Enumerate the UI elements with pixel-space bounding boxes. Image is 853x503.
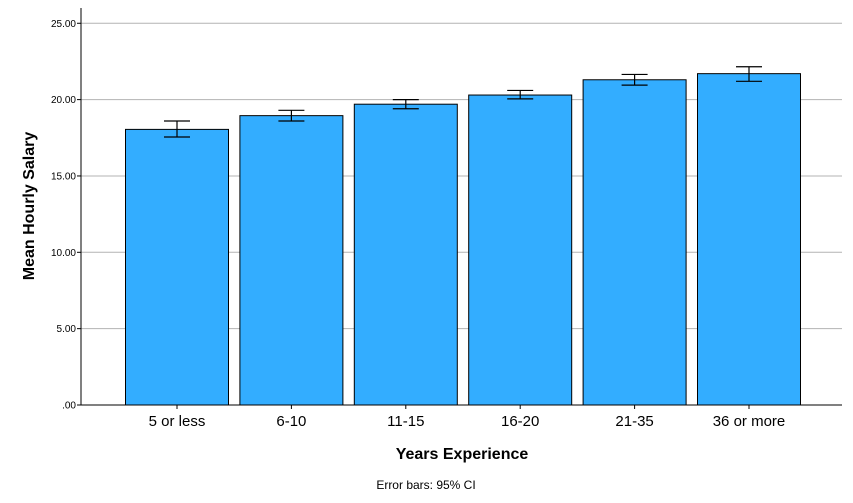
y-tick-label: 20.00 [51, 95, 76, 106]
x-tick-label: 21-35 [615, 413, 653, 430]
bar [239, 115, 344, 406]
axes [77, 8, 842, 409]
x-tick-labels: 5 or less 6-10 11-15 16-20 21-35 36 or more [149, 413, 786, 430]
x-tick-label: 6-10 [276, 413, 306, 430]
x-tick-label: 5 or less [149, 413, 206, 430]
y-axis-title: Mean Hourly Salary [21, 132, 38, 281]
x-tick-label: 36 or more [713, 413, 786, 430]
bar [582, 79, 687, 406]
bar [697, 73, 801, 406]
y-tick-label: 15.00 [51, 171, 76, 182]
bar [468, 94, 573, 406]
error-bars [164, 66, 762, 138]
chart-footnote: Error bars: 95% CI [376, 478, 475, 492]
bar [125, 128, 229, 406]
y-tick-label: 5.00 [57, 324, 77, 335]
bar [353, 103, 458, 406]
x-tick-label: 11-15 [387, 413, 424, 430]
x-axis-title: Years Experience [396, 446, 529, 463]
y-tick-label: 25.00 [51, 19, 76, 30]
y-tick-label: .00 [62, 401, 76, 412]
y-tick-labels: .00 5.00 10.00 15.00 20.00 25.00 [51, 19, 76, 412]
bars [125, 73, 801, 406]
x-tick-label: 16-20 [501, 413, 539, 430]
y-tick-label: 10.00 [51, 248, 76, 259]
